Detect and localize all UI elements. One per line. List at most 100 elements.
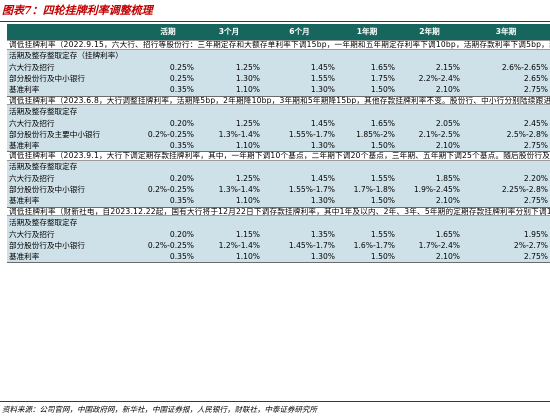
rate-cell: 1.55% bbox=[337, 173, 397, 185]
rate-cell: 1.45%-1.7% bbox=[262, 240, 337, 252]
rate-cell: 2.6%-2.65% bbox=[462, 62, 550, 74]
rate-cell: 2.75% bbox=[462, 251, 550, 264]
round-note-row: 调低挂牌利率（财新社电，自2023.12.22起，国有大行将于12月22日下调存… bbox=[7, 206, 550, 217]
rate-cell bbox=[140, 215, 196, 230]
rate-cell bbox=[337, 104, 397, 119]
rate-cell bbox=[337, 49, 397, 63]
table-row: 六大行及招行 0.25% 1.25% 1.45% 1.65% 2.15% 2.6%-2.65… bbox=[7, 62, 550, 74]
row-label: 活期及整存整取定存 bbox=[7, 160, 140, 174]
rate-cell bbox=[397, 215, 462, 230]
figure-title: 图表7：四轮挂牌利率调整梳理 bbox=[2, 4, 153, 17]
rate-cell: 2.10% bbox=[397, 140, 462, 153]
rate-cell bbox=[262, 160, 337, 174]
round-note-row: 调低挂牌利率（2023.6.8，大行调整挂牌利率，活期降5bp，2年期降10bp… bbox=[7, 95, 550, 106]
table-body: 活期 3个月 6个月 1年期 2年期 3年期 调低挂牌利率（2022.9.15，六大行、招行… bbox=[7, 24, 550, 264]
row-label: 活期及整存整取定存（挂牌利率） bbox=[7, 49, 140, 63]
table-row: 六大行及招行 0.20% 1.15% 1.35% 1.55% 1.65% 1.95% bbox=[7, 229, 550, 241]
rate-cell: 2.15% bbox=[397, 62, 462, 74]
rate-cell: 0.25% bbox=[140, 62, 196, 74]
row-label: 六大行及招行 bbox=[7, 173, 140, 185]
rate-cell: 0.25% bbox=[140, 73, 196, 85]
rate-cell: 1.85% bbox=[397, 173, 462, 185]
rate-cell bbox=[262, 104, 337, 119]
rate-cell: 1.25% bbox=[196, 118, 262, 130]
rate-cell: 1.85%-2% bbox=[337, 129, 397, 141]
rate-cell: 1.55%-1.7% bbox=[262, 184, 337, 196]
rate-cell: 2%-2.7% bbox=[462, 240, 550, 252]
rate-cell: 2.75% bbox=[462, 195, 550, 208]
rate-cell: 1.30% bbox=[262, 84, 337, 97]
header-row: 活期 3个月 6个月 1年期 2年期 3年期 bbox=[7, 24, 550, 41]
rate-cell: 1.30% bbox=[196, 73, 262, 85]
deposit-rate-table: 活期 3个月 6个月 1年期 2年期 3年期 调低挂牌利率（2022.9.15，六大行、招行… bbox=[7, 24, 550, 264]
rate-cell bbox=[262, 215, 337, 230]
rate-cell: 1.25% bbox=[196, 62, 262, 74]
row-label: 活期及整存整取定存 bbox=[7, 104, 140, 119]
rate-cell: 1.65% bbox=[337, 62, 397, 74]
row-label: 部分股份行及中小银行 bbox=[7, 240, 140, 252]
source-note: 资料来源：公司官网，中国政府网，新华社，中国证券报，人民银行，财联社，中泰证券研… bbox=[2, 405, 317, 414]
rate-cell bbox=[140, 160, 196, 174]
round-note: 调低挂牌利率（2023.9.1，大行下调定期存款挂牌利率，其中，一年期下调10个… bbox=[7, 151, 550, 161]
table-row: 部分股份行及中小银行 0.2%-0.25% 1.3%-1.4% 1.55%-1.7% 1… bbox=[7, 184, 550, 196]
rate-cell: 2.75% bbox=[462, 84, 550, 97]
header-cell: 3个月 bbox=[196, 24, 262, 41]
rate-cell: 0.35% bbox=[140, 251, 196, 264]
rate-cell: 1.3%-1.4% bbox=[196, 184, 262, 196]
table-row: 活期及整存整取定存 bbox=[7, 160, 550, 174]
rate-cell: 0.35% bbox=[140, 195, 196, 208]
rate-cell: 1.7%-1.8% bbox=[337, 184, 397, 196]
source-rule bbox=[0, 401, 550, 402]
round-note-row: 调低挂牌利率（2022.9.15，六大行、招行等股份行：三年期定存和大额存单利率… bbox=[7, 40, 550, 50]
row-label: 活期及整存整取定存 bbox=[7, 215, 140, 230]
rate-cell: 2.2%-2.4% bbox=[397, 73, 462, 85]
rate-cell: 0.20% bbox=[140, 173, 196, 185]
row-label: 基准利率 bbox=[7, 195, 140, 208]
table-row: 部分股份行及中小银行 0.25% 1.30% 1.55% 1.75% 2.2%-2.4% 2… bbox=[7, 73, 550, 85]
rate-cell: 0.2%-0.25% bbox=[140, 184, 196, 196]
rate-cell: 1.10% bbox=[196, 84, 262, 97]
rate-cell: 2.1%-2.5% bbox=[397, 129, 462, 141]
table-row: 基准利率 0.35% 1.10% 1.30% 1.50% 2.10% 2.75% bbox=[7, 251, 550, 264]
table-row: 部分股份行及中小银行 0.2%-0.25% 1.2%-1.4% 1.45%-1.7% 1… bbox=[7, 240, 550, 252]
rate-cell bbox=[462, 104, 550, 119]
rate-cell: 1.50% bbox=[337, 195, 397, 208]
table-row: 活期及整存整取定存 bbox=[7, 104, 550, 119]
rate-cell bbox=[397, 49, 462, 63]
rate-cell: 0.2%-0.25% bbox=[140, 240, 196, 252]
header-cell: 2年期 bbox=[397, 24, 462, 41]
rate-cell: 1.55%-1.7% bbox=[262, 129, 337, 141]
rate-cell: 2.25%-2.8% bbox=[462, 184, 550, 196]
header-cell: 1年期 bbox=[337, 24, 397, 41]
rate-cell: 1.75% bbox=[337, 73, 397, 85]
table-row: 部分股份行及主要中小银行 0.2%-0.25% 1.3%-1.4% 1.55%-1.7… bbox=[7, 129, 550, 141]
rate-cell bbox=[196, 104, 262, 119]
rate-cell: 1.30% bbox=[262, 140, 337, 153]
rate-cell: 0.20% bbox=[140, 118, 196, 130]
rate-cell: 2.05% bbox=[397, 118, 462, 130]
row-label: 六大行及招行 bbox=[7, 118, 140, 130]
table-row: 基准利率 0.35% 1.10% 1.30% 1.50% 2.10% 2.75% bbox=[7, 195, 550, 208]
rate-cell bbox=[397, 160, 462, 174]
round-note: 调低挂牌利率（财新社电，自2023.12.22起，国有大行将于12月22日下调存… bbox=[7, 206, 550, 217]
rate-cell: 1.7%-2.4% bbox=[397, 240, 462, 252]
rate-cell: 1.30% bbox=[262, 251, 337, 264]
rate-cell: 1.55% bbox=[262, 73, 337, 85]
rate-cell: 1.65% bbox=[397, 229, 462, 241]
rate-cell bbox=[196, 215, 262, 230]
table-row: 六大行及招行 0.20% 1.25% 1.45% 1.55% 1.85% 2.20% bbox=[7, 173, 550, 185]
rate-cell bbox=[462, 49, 550, 63]
rate-cell bbox=[140, 49, 196, 63]
round-note: 调低挂牌利率（2023.6.8，大行调整挂牌利率，活期降5bp，2年期降10bp… bbox=[7, 95, 550, 106]
rate-cell: 1.30% bbox=[262, 195, 337, 208]
rate-cell: 1.2%-1.4% bbox=[196, 240, 262, 252]
rate-cell: 1.6%-1.7% bbox=[337, 240, 397, 252]
rate-cell bbox=[262, 49, 337, 63]
rate-cell bbox=[196, 49, 262, 63]
table-row: 活期及整存整取定存 bbox=[7, 215, 550, 230]
rate-cell: 1.15% bbox=[196, 229, 262, 241]
row-label: 六大行及招行 bbox=[7, 62, 140, 74]
table-row: 活期及整存整取定存（挂牌利率） bbox=[7, 49, 550, 63]
rate-cell: 2.45% bbox=[462, 118, 550, 130]
rate-cell: 2.10% bbox=[397, 251, 462, 264]
